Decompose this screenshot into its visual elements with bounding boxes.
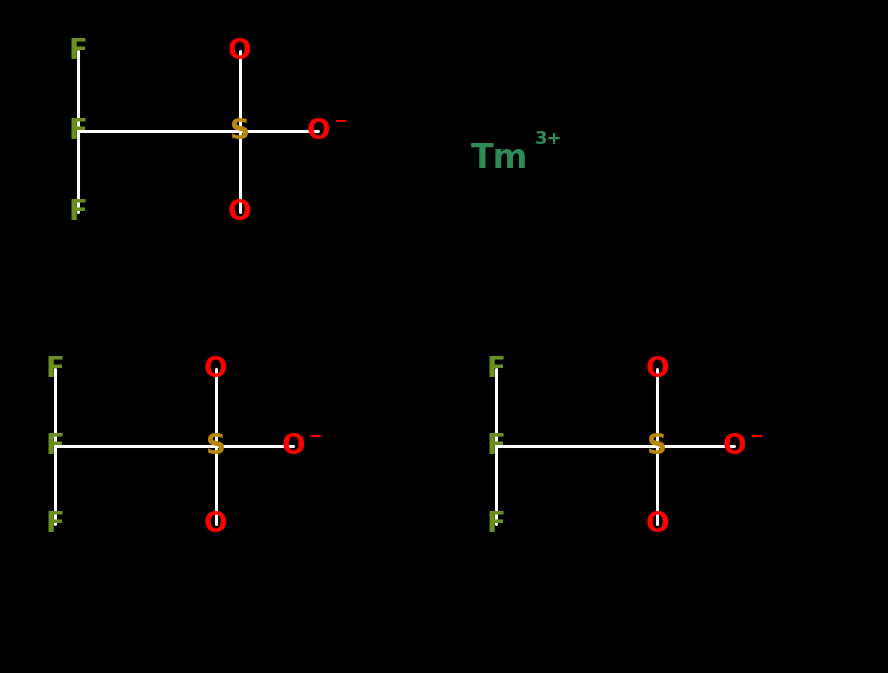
Text: O: O <box>228 37 251 65</box>
Text: O: O <box>306 116 329 145</box>
Text: F: F <box>45 509 65 538</box>
Text: S: S <box>647 431 667 460</box>
Text: −: − <box>333 111 347 129</box>
Text: S: S <box>230 116 250 145</box>
Text: Tm: Tm <box>471 141 528 175</box>
Text: −: − <box>749 426 764 444</box>
Text: F: F <box>45 431 65 460</box>
Text: −: − <box>308 426 322 444</box>
Text: O: O <box>228 198 251 226</box>
Text: O: O <box>646 509 669 538</box>
Text: F: F <box>68 116 88 145</box>
Text: F: F <box>68 198 88 226</box>
Text: F: F <box>486 509 505 538</box>
Text: O: O <box>723 431 746 460</box>
Text: S: S <box>206 431 226 460</box>
Text: 3+: 3+ <box>535 131 562 148</box>
Text: F: F <box>486 431 505 460</box>
Text: O: O <box>204 509 227 538</box>
Text: F: F <box>486 355 505 383</box>
Text: O: O <box>204 355 227 383</box>
Text: F: F <box>45 355 65 383</box>
Text: F: F <box>68 37 88 65</box>
Text: O: O <box>281 431 305 460</box>
Text: O: O <box>646 355 669 383</box>
